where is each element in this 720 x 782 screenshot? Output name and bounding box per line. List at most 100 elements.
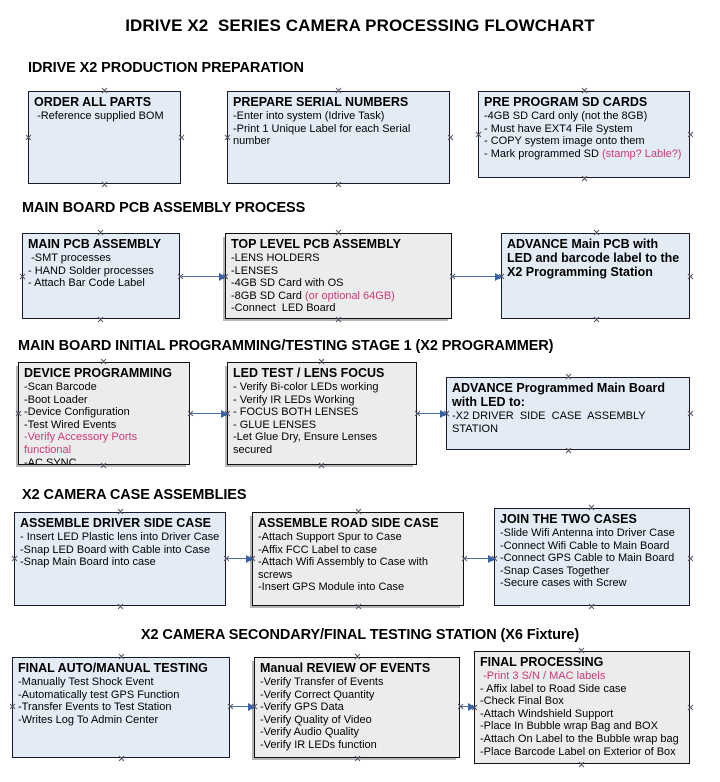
node-item: - HAND Solder processes (28, 264, 154, 277)
node-assemble-driver-side-case[interactable]: ASSEMBLE DRIVER SIDE CASE - Insert LED P… (14, 512, 226, 606)
node-header: ADVANCE Main PCB with LED and barcode la… (507, 237, 683, 279)
node-order-all-parts[interactable]: ORDER ALL PARTS -Reference supplied BOM (28, 91, 181, 184)
section-heading-pcb-assembly: MAIN BOARD PCB ASSEMBLY PROCESS (22, 200, 306, 216)
node-device-programming[interactable]: DEVICE PROGRAMMING -Scan Barcode -Boot L… (18, 362, 190, 465)
node-item: -Insert GPS Module into Case (258, 581, 405, 594)
node-item: -Snap Cases Together (500, 564, 610, 577)
node-header: TOP LEVEL PCB ASSEMBLY (231, 237, 401, 251)
node-item: -Reference supplied BOM (34, 110, 164, 122)
node-item: -Automatically test GPS Function (18, 688, 180, 701)
node-final-auto-manual-testing[interactable]: FINAL AUTO/MANUAL TESTING -Manually Test… (12, 657, 230, 758)
node-item: - Affix label to Road Side case (480, 682, 627, 695)
connector-arrow (465, 554, 495, 563)
node-item-accent: -Print 3 S/N / MAC labels (480, 670, 606, 682)
node-header: PRE PROGRAM SD CARDS (484, 95, 648, 109)
node-header: JOIN THE TWO CASES (500, 512, 637, 526)
node-item: - GLUE LENSES (233, 418, 317, 431)
page-title: IDRIVE X2 SERIES CAMERA PROCESSING FLOWC… (125, 16, 595, 35)
node-led-test-lens-focus[interactable]: LED TEST / LENS FOCUS - Verify Bi-color … (227, 362, 417, 465)
arrowhead-icon (440, 409, 447, 418)
node-item: - Insert LED Plastic lens into Driver Ca… (20, 531, 220, 543)
arrowhead-icon (248, 702, 255, 711)
arrowhead-icon (221, 409, 228, 418)
node-item: -Enter into system (Idrive Task) (233, 110, 385, 122)
node-header: PREPARE SERIAL NUMBERS (233, 95, 409, 109)
arrowhead-icon (488, 554, 495, 563)
node-item: -Secure cases with Screw (500, 577, 627, 590)
node-item: -Print 1 Unique Label for each Serial nu… (233, 122, 414, 148)
node-item-accent: -Verify Accessory Ports functional (24, 431, 141, 456)
arrowhead-icon (219, 272, 226, 281)
node-item: -Connect GPS Cable to Main Board (500, 552, 675, 565)
arrowhead-icon (246, 554, 253, 563)
node-item: -X2 DRIVER SIDE CASE ASSEMBLY STATION (452, 410, 649, 435)
node-item: -Manually Test Shock Event (18, 676, 154, 688)
node-final-processing[interactable]: FINAL PROCESSING -Print 3 S/N / MAC labe… (474, 651, 690, 764)
node-item: -4GB SD Card with OS (231, 277, 344, 290)
connector-arrow (461, 702, 475, 711)
node-assemble-road-side-case[interactable]: ASSEMBLE ROAD SIDE CASE -Attach Support … (252, 512, 464, 606)
node-header: MAIN PCB ASSEMBLY (28, 237, 162, 251)
node-item: -SMT processes (28, 252, 111, 264)
node-item: -Affix FCC Label to case (258, 543, 378, 556)
node-item: -Verify Transfer of Events (260, 676, 384, 688)
node-prepare-serial-numbers[interactable]: PREPARE SERIAL NUMBERS -Enter into syste… (227, 91, 450, 184)
node-item: -Verify Correct Quantity (260, 688, 375, 701)
node-item: - Must have EXT4 File System (484, 122, 633, 135)
node-item: -Transfer Events to Test Station (18, 701, 172, 714)
node-header: FINAL PROCESSING (480, 655, 604, 669)
connector-arrow (227, 554, 253, 563)
connector-arrow (231, 702, 255, 711)
node-item: - Verify IR LEDs Working (233, 393, 355, 406)
connector-arrow (182, 272, 226, 281)
connector-arrow (418, 409, 447, 418)
node-header: LED TEST / LENS FOCUS (233, 366, 385, 380)
node-item: -Place In Bubble wrap Bag and BOX (480, 720, 658, 733)
node-item: -Scan Barcode (24, 381, 97, 393)
node-item: -4GB SD Card only (not the 8GB) (484, 110, 648, 122)
section-heading-initial-programming: MAIN BOARD INITIAL PROGRAMMING/TESTING S… (18, 338, 554, 354)
node-item: - Verify Bi-color LEDs working (233, 381, 379, 393)
node-item: -Place Barcode Label on Exterior of Box (480, 745, 676, 758)
node-header: FINAL AUTO/MANUAL TESTING (18, 661, 208, 675)
node-header: ADVANCE Programmed Main Board with LED t… (452, 381, 669, 409)
connector-arrow (452, 272, 502, 281)
section-heading-production-preparation: IDRIVE X2 PRODUCTION PREPARATION (28, 60, 304, 76)
node-join-the-two-cases[interactable]: JOIN THE TWO CASES -Slide Wifi Antenna i… (494, 508, 690, 606)
section-heading-case-assemblies: X2 CAMERA CASE ASSEMBLIES (22, 487, 247, 503)
node-item: -LENSES (231, 264, 279, 277)
node-top-level-pcb-assembly[interactable]: TOP LEVEL PCB ASSEMBLY -LENS HOLDERS -LE… (225, 233, 452, 319)
connector-arrow (191, 409, 228, 418)
node-item: -Boot Loader (24, 393, 88, 406)
node-item: -AC SYNC (24, 456, 77, 465)
node-advance-programmed-main-board[interactable]: ADVANCE Programmed Main Board with LED t… (446, 377, 690, 450)
node-item-with-accent: - Mark programmed SD (stamp? Lable?) (484, 148, 685, 161)
node-item-text: -8GB SD Card (231, 289, 305, 302)
node-item: - COPY system image onto them (484, 135, 645, 148)
node-header: DEVICE PROGRAMMING (24, 366, 172, 380)
node-item: -Snap Main Board into case (20, 556, 156, 569)
node-item-text: - Mark programmed SD (484, 147, 602, 160)
node-header: ASSEMBLE DRIVER SIDE CASE (20, 516, 212, 530)
node-item: -Attach Windshield Support (480, 707, 614, 720)
node-item: -Attach On Label to the Bubble wrap bag (480, 732, 679, 745)
node-item: -Verify Quality of Video (260, 713, 372, 726)
node-item: -Check Final Box (480, 695, 564, 708)
section-heading-final-testing: X2 CAMERA SECONDARY/FINAL TESTING STATIO… (140, 627, 580, 643)
node-header: ASSEMBLE ROAD SIDE CASE (258, 516, 439, 530)
node-item: -Connect Wifi Cable to Main Board (500, 539, 670, 552)
node-main-pcb-assembly[interactable]: MAIN PCB ASSEMBLY -SMT processes - HAND … (22, 233, 180, 319)
arrowhead-icon (495, 272, 502, 281)
node-item: -Verify GPS Data (260, 701, 344, 714)
node-item: -Attach Wifi Assembly to Case with screw… (258, 556, 432, 581)
node-item: -Connect LED Board (231, 302, 336, 315)
node-item-accent: (or optional 64GB) (304, 289, 395, 302)
node-item: -Device Configuration (24, 406, 130, 419)
node-item: - FOCUS BOTH LENSES (233, 406, 359, 419)
node-advance-main-pcb[interactable]: ADVANCE Main PCB with LED and barcode la… (501, 233, 690, 319)
node-manual-review-of-events[interactable]: Manual REVIEW OF EVENTS -Verify Transfer… (254, 657, 460, 758)
node-item-accent: (stamp? Lable?) (601, 147, 682, 160)
node-header: ORDER ALL PARTS (34, 95, 152, 109)
node-pre-program-sd-cards[interactable]: PRE PROGRAM SD CARDS -4GB SD Card only (… (478, 91, 690, 178)
arrowhead-icon (468, 702, 475, 711)
